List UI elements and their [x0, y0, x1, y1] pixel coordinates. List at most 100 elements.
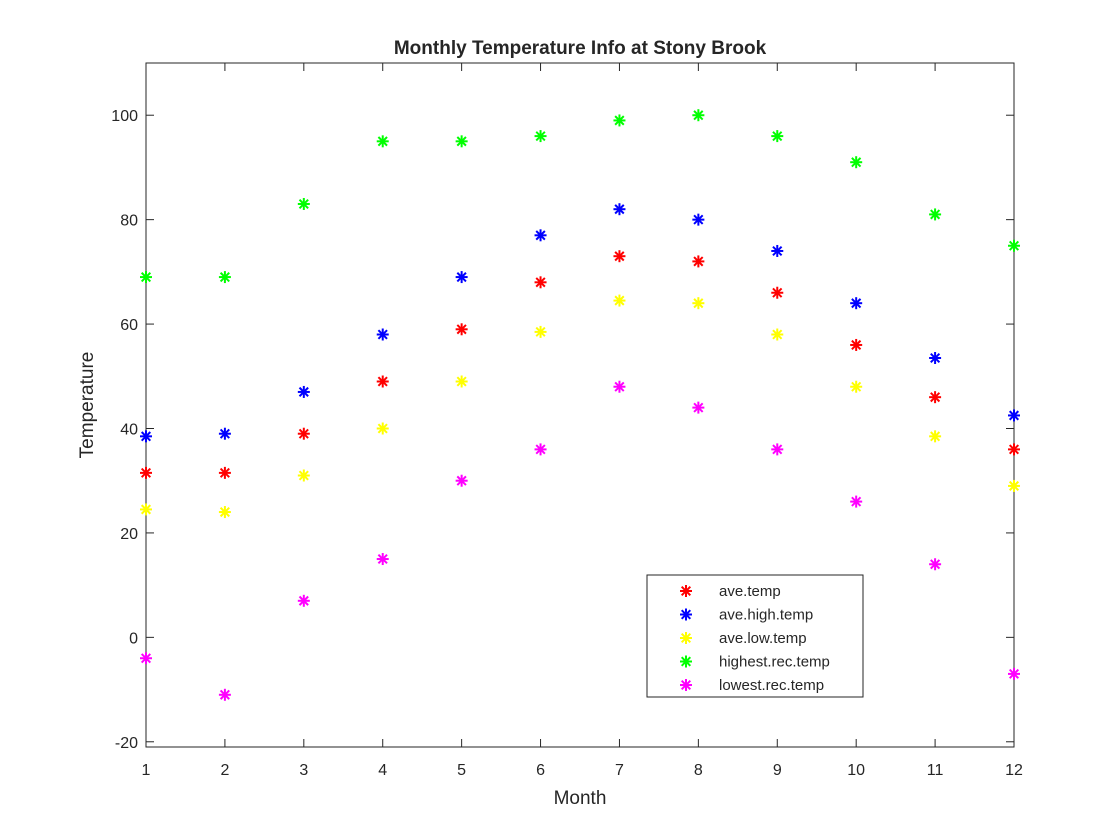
x-tick-label: 7: [615, 762, 624, 779]
x-tick-label: 6: [536, 762, 545, 779]
data-point: [1008, 443, 1020, 456]
data-point: [613, 380, 626, 393]
data-point: [771, 130, 784, 143]
legend-marker: [680, 608, 692, 621]
series-ave-temp: [140, 250, 1020, 479]
data-point: [297, 385, 310, 398]
data-points: [140, 109, 1020, 701]
x-tick-label: 11: [927, 762, 944, 779]
data-point: [455, 135, 468, 148]
data-point: [850, 156, 863, 169]
data-point: [376, 375, 389, 388]
legend-marker: [680, 632, 692, 644]
series-highest-rec-temp: [140, 109, 1020, 284]
data-point: [692, 401, 705, 414]
data-point: [929, 208, 942, 221]
series-lowest-rec-temp: [140, 380, 1020, 701]
data-point: [534, 325, 547, 338]
series-ave-low-temp: [140, 294, 1020, 519]
legend-label: lowest.rec.temp: [719, 677, 824, 694]
legend-label: ave.temp: [719, 583, 781, 600]
data-point: [376, 553, 389, 566]
data-point: [850, 380, 863, 393]
data-point: [534, 443, 547, 456]
chart-title: Monthly Temperature Info at Stony Brook: [394, 38, 767, 59]
y-axis-label: Temperature: [77, 352, 98, 459]
y-tick-label: -20: [115, 735, 138, 752]
data-point: [613, 294, 626, 307]
data-point: [534, 130, 547, 143]
data-point: [1008, 409, 1020, 422]
data-point: [929, 352, 942, 365]
data-point: [692, 213, 705, 226]
y-tick-label: 20: [120, 526, 138, 543]
legend-marker: [680, 585, 692, 597]
data-point: [455, 474, 468, 487]
data-point: [455, 323, 468, 336]
data-point: [929, 391, 942, 404]
data-point: [1008, 239, 1020, 252]
data-point: [218, 466, 231, 479]
x-axis-label: Month: [554, 788, 607, 809]
data-point: [771, 244, 784, 257]
x-tick-label: 9: [773, 762, 782, 779]
legend-marker: [680, 655, 692, 668]
x-axis: 1 2 3 4 5 6 7 8 9 10 11 12: [142, 63, 1023, 779]
y-axis: -20 0 20 40 60 80 100: [111, 108, 1014, 752]
data-point: [850, 297, 863, 310]
legend-label: ave.low.temp: [719, 630, 807, 647]
data-point: [692, 109, 705, 122]
x-tick-label: 10: [847, 762, 865, 779]
data-point: [613, 114, 626, 127]
x-tick-label: 12: [1005, 762, 1023, 779]
data-point: [140, 652, 152, 665]
y-tick-label: 0: [129, 630, 138, 647]
data-point: [297, 594, 310, 607]
data-point: [692, 297, 705, 310]
data-point: [850, 495, 863, 508]
legend-label: ave.high.temp: [719, 607, 813, 624]
data-point: [140, 466, 152, 479]
data-point: [613, 250, 626, 263]
data-point: [692, 255, 705, 268]
x-tick-label: 2: [220, 762, 229, 779]
data-point: [1008, 667, 1020, 680]
legend-label: highest.rec.temp: [719, 654, 830, 671]
x-tick-label: 5: [457, 762, 466, 779]
data-point: [297, 469, 310, 482]
data-point: [929, 430, 942, 443]
data-point: [297, 427, 310, 440]
data-point: [140, 430, 152, 443]
legend: ave.temp ave.high.temp ave.low.temp highest…: [646, 574, 864, 698]
x-tick-label: 3: [299, 762, 308, 779]
legend-marker: [680, 679, 692, 691]
y-tick-label: 60: [120, 317, 138, 334]
data-point: [771, 328, 784, 341]
data-point: [771, 286, 784, 299]
data-point: [297, 197, 310, 210]
x-tick-label: 8: [694, 762, 703, 779]
data-point: [1008, 479, 1020, 492]
data-point: [376, 328, 389, 341]
data-point: [455, 375, 468, 388]
data-point: [534, 229, 547, 242]
data-point: [218, 427, 231, 440]
data-point: [534, 276, 547, 289]
data-point: [376, 422, 389, 435]
data-point: [771, 443, 784, 456]
data-point: [140, 503, 152, 516]
x-tick-label: 4: [378, 762, 387, 779]
data-point: [929, 558, 942, 571]
data-point: [850, 338, 863, 351]
data-point: [218, 271, 231, 284]
y-tick-label: 40: [120, 421, 138, 438]
y-tick-label: 100: [111, 108, 138, 125]
data-point: [140, 271, 152, 284]
x-tick-label: 1: [142, 762, 151, 779]
data-point: [218, 506, 231, 519]
data-point: [613, 203, 626, 216]
data-point: [455, 271, 468, 284]
series-ave-high-temp: [140, 203, 1020, 443]
plot-area: [145, 62, 1015, 748]
